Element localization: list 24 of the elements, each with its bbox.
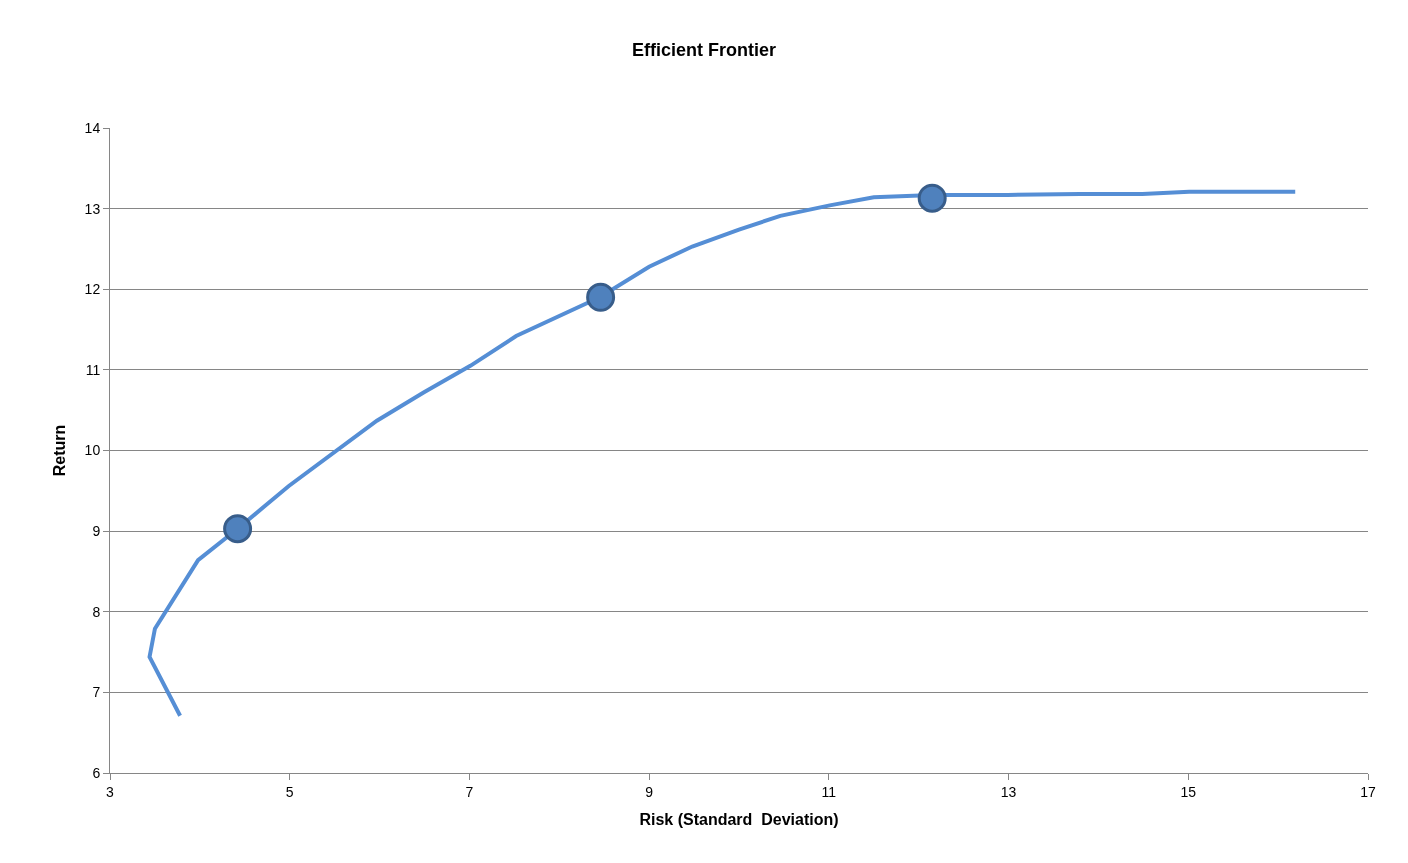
- point: [586, 282, 616, 312]
- y-tick-label: 8: [92, 603, 101, 620]
- x-tick-label: 3: [106, 783, 115, 800]
- line-series: [147, 189, 1298, 718]
- y-tick-label: 9: [92, 523, 101, 540]
- y-tick-label: 13: [84, 200, 101, 217]
- y-tick-label: 10: [84, 442, 101, 459]
- x-tick-label: 5: [285, 783, 294, 800]
- point: [223, 514, 253, 544]
- x-tick-label: 15: [1180, 783, 1197, 800]
- x-tick-label: 13: [1000, 783, 1017, 800]
- y-tick-label: 11: [85, 361, 101, 378]
- x-axis-title: Risk (Standard Deviation): [639, 811, 839, 829]
- y-tick-label: 12: [84, 281, 101, 298]
- x-tick-label: 7: [465, 783, 474, 800]
- y-tick-label: 7: [92, 684, 101, 701]
- y-tick-label: 14: [84, 119, 101, 136]
- y-tick-label: 6: [92, 764, 101, 781]
- point: [917, 183, 947, 213]
- y-axis-title: Return: [50, 424, 68, 477]
- x-tick-label: 9: [645, 783, 654, 800]
- x-tick-label: 11: [821, 783, 837, 800]
- chart-title: Efficient Frontier: [631, 39, 777, 60]
- x-tick-label: 17: [1360, 783, 1376, 800]
